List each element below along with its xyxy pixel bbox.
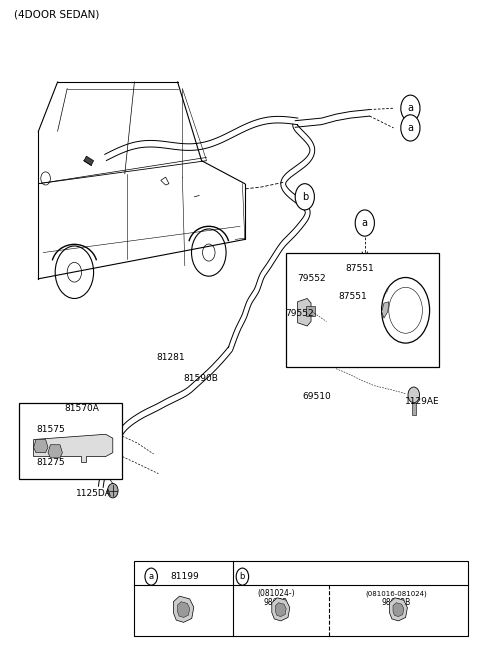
Polygon shape <box>48 445 62 458</box>
Circle shape <box>145 568 157 585</box>
Text: 98662B: 98662B <box>382 598 410 607</box>
Polygon shape <box>359 262 371 266</box>
Text: 81590B: 81590B <box>183 374 218 383</box>
FancyBboxPatch shape <box>286 253 439 367</box>
Text: a: a <box>149 572 154 581</box>
Text: 79552: 79552 <box>298 274 326 283</box>
FancyBboxPatch shape <box>306 306 315 316</box>
Text: 69510: 69510 <box>302 392 331 401</box>
Text: 79552: 79552 <box>286 309 314 318</box>
Text: 81281: 81281 <box>156 353 185 362</box>
Text: 81575: 81575 <box>36 425 65 434</box>
FancyBboxPatch shape <box>19 403 122 479</box>
FancyBboxPatch shape <box>134 561 468 636</box>
Circle shape <box>408 387 420 403</box>
Polygon shape <box>272 598 290 621</box>
Polygon shape <box>34 440 48 453</box>
Polygon shape <box>393 603 404 617</box>
Polygon shape <box>84 156 94 165</box>
Text: (4DOOR SEDAN): (4DOOR SEDAN) <box>14 10 100 20</box>
Polygon shape <box>389 598 408 621</box>
Polygon shape <box>178 602 190 617</box>
Circle shape <box>401 115 420 141</box>
Polygon shape <box>382 302 389 318</box>
Text: 1125DA: 1125DA <box>76 489 111 498</box>
Polygon shape <box>412 403 416 415</box>
Text: 87551: 87551 <box>346 264 374 274</box>
Text: 81570A: 81570A <box>65 403 100 413</box>
Polygon shape <box>363 266 367 270</box>
Text: a: a <box>408 123 413 133</box>
Text: 81199: 81199 <box>170 572 199 581</box>
Circle shape <box>401 95 420 121</box>
Circle shape <box>295 184 314 210</box>
Text: (081016-081024): (081016-081024) <box>365 590 427 597</box>
Text: 87551: 87551 <box>338 292 367 301</box>
Text: 98652: 98652 <box>264 598 288 607</box>
Polygon shape <box>298 298 311 326</box>
Polygon shape <box>34 434 113 462</box>
Circle shape <box>355 210 374 236</box>
Polygon shape <box>276 603 286 617</box>
Circle shape <box>236 568 249 585</box>
Text: b: b <box>240 572 245 581</box>
Text: b: b <box>301 192 308 202</box>
Text: a: a <box>362 218 368 228</box>
Polygon shape <box>173 596 194 623</box>
Text: 81275: 81275 <box>36 458 65 467</box>
Text: a: a <box>408 103 413 113</box>
Circle shape <box>108 483 118 498</box>
Text: (081024-): (081024-) <box>257 589 295 598</box>
Text: 1129AE: 1129AE <box>405 397 440 406</box>
